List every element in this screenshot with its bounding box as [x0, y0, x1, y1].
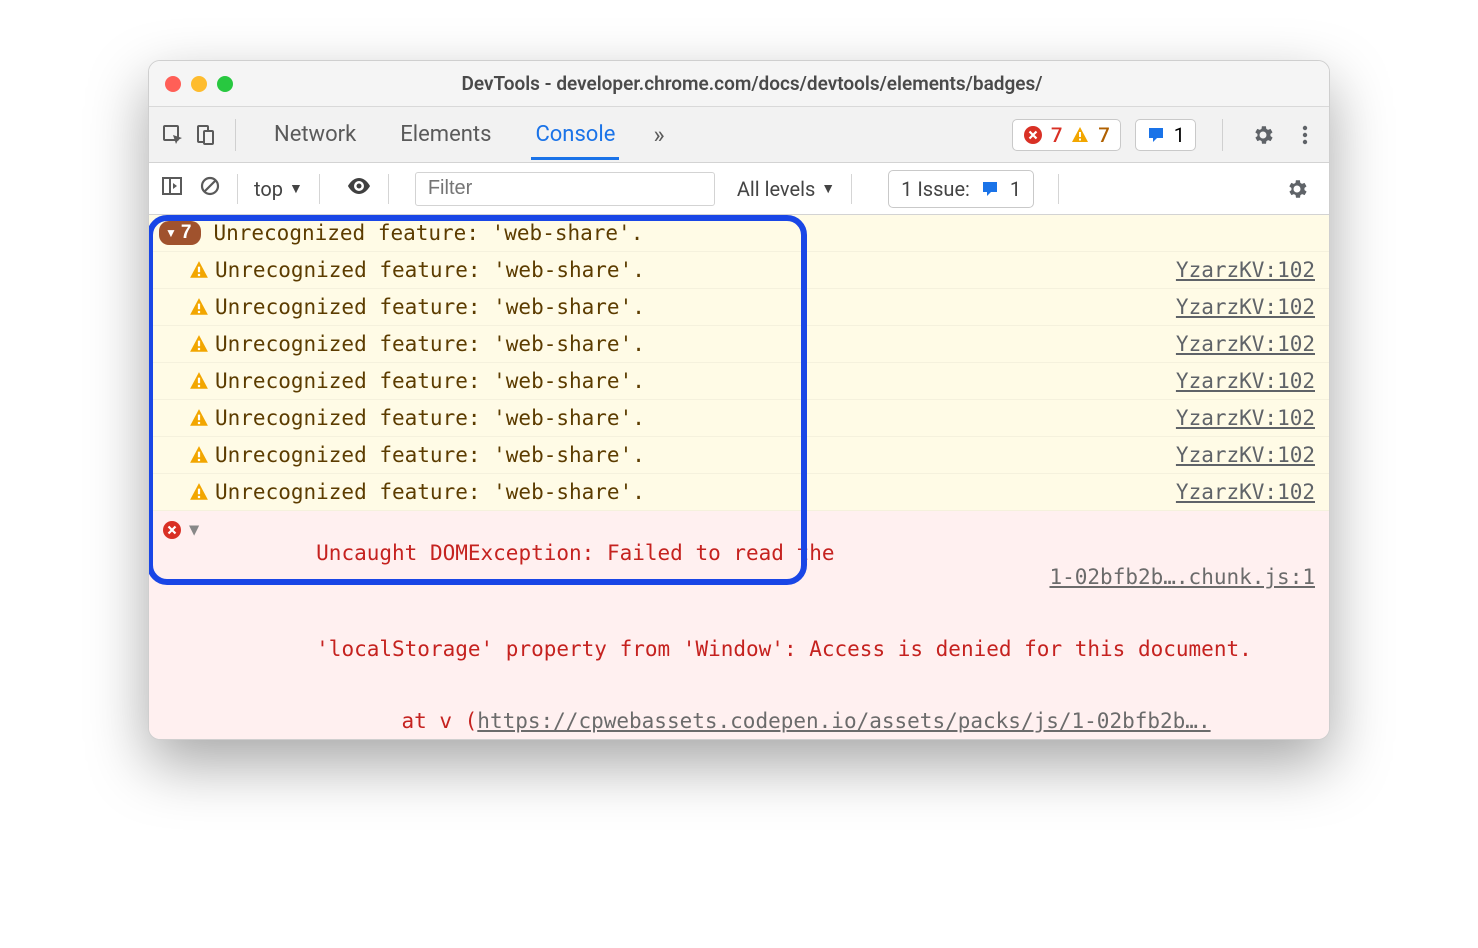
group-count-pill: ▼ 7: [159, 221, 201, 245]
warning-row[interactable]: Unrecognized feature: 'web-share'. YzarzK…: [149, 474, 1329, 511]
context-selector[interactable]: top ▼: [254, 177, 303, 201]
console-settings-icon[interactable]: [1283, 175, 1311, 203]
warning-message: Unrecognized feature: 'web-share'.: [215, 369, 1160, 393]
context-label: top: [254, 177, 283, 201]
issues-label: 1 Issue:: [901, 177, 970, 201]
chevron-down-icon: ▼: [289, 180, 303, 197]
separator: [237, 174, 238, 204]
error-message: Uncaught DOMException: Failed to read th…: [215, 517, 1315, 739]
warning-row[interactable]: Unrecognized feature: 'web-share'. YzarzK…: [149, 437, 1329, 474]
warning-source-link[interactable]: YzarzKV:102: [1176, 258, 1315, 282]
error-icon: [163, 520, 181, 538]
warning-icon: [189, 371, 211, 393]
chevron-down-icon: ▼: [821, 180, 835, 197]
issue-icon: [980, 179, 1000, 199]
warning-source-link[interactable]: YzarzKV:102: [1176, 406, 1315, 430]
warning-row[interactable]: Unrecognized feature: 'web-share'. YzarzK…: [149, 363, 1329, 400]
warning-source-link[interactable]: YzarzKV:102: [1176, 480, 1315, 504]
chevron-down-icon: ▼: [165, 226, 177, 240]
tab-network[interactable]: Network: [270, 110, 360, 160]
separator: [388, 174, 389, 204]
warning-source-link[interactable]: YzarzKV:102: [1176, 295, 1315, 319]
device-toolbar-icon[interactable]: [191, 121, 219, 149]
filter-input[interactable]: [415, 172, 715, 206]
issues-count: 1: [1174, 123, 1185, 147]
kebab-menu-icon[interactable]: [1291, 121, 1319, 149]
warning-group-header[interactable]: ▼ 7 Unrecognized feature: 'web-share'.: [149, 215, 1329, 252]
separator: [235, 119, 236, 151]
tab-console[interactable]: Console: [531, 110, 619, 160]
log-levels-selector[interactable]: All levels ▼: [737, 177, 835, 201]
stack-prefix: at v (: [401, 709, 477, 733]
warning-icon: [189, 445, 211, 467]
separator: [319, 174, 320, 204]
toolbar-right: 7 7 1: [1012, 119, 1319, 151]
warning-icon: [189, 334, 211, 356]
traffic-lights: [165, 76, 233, 92]
settings-icon[interactable]: [1249, 121, 1277, 149]
warning-source-link[interactable]: YzarzKV:102: [1176, 332, 1315, 356]
error-row[interactable]: ▼ Uncaught DOMException: Failed to read …: [149, 511, 1329, 739]
warning-row[interactable]: Unrecognized feature: 'web-share'. YzarzK…: [149, 400, 1329, 437]
issues-badge[interactable]: 1: [1135, 119, 1196, 151]
clear-console-icon[interactable]: [199, 175, 221, 202]
tab-elements[interactable]: Elements: [396, 110, 495, 160]
issues-count: 1: [1010, 177, 1021, 201]
console-sidebar-toggle-icon[interactable]: [161, 175, 183, 202]
window-title: DevTools - developer.chrome.com/docs/dev…: [251, 72, 1313, 95]
separator: [1058, 174, 1059, 204]
errors-warnings-badge[interactable]: 7 7: [1012, 119, 1121, 151]
inspect-element-icon[interactable]: [159, 121, 187, 149]
warning-message: Unrecognized feature: 'web-share'.: [215, 406, 1160, 430]
error-count: 7: [1051, 123, 1062, 147]
separator: [851, 174, 852, 204]
issue-icon: [1146, 125, 1166, 145]
warning-message: Unrecognized feature: 'web-share'.: [215, 332, 1160, 356]
more-tabs-button[interactable]: »: [653, 121, 664, 149]
warning-icon: [189, 482, 211, 504]
warning-message: Unrecognized feature: 'web-share'.: [215, 443, 1160, 467]
warning-message: Unrecognized feature: 'web-share'.: [215, 480, 1160, 504]
error-icon: [1023, 125, 1043, 145]
warning-row[interactable]: Unrecognized feature: 'web-share'. YzarzK…: [149, 326, 1329, 363]
separator: [1222, 119, 1223, 151]
chevron-down-icon: ▼: [189, 520, 199, 540]
warning-message: Unrecognized feature: 'web-share'.: [215, 295, 1160, 319]
maximize-window-button[interactable]: [217, 76, 233, 92]
issues-button[interactable]: 1 Issue: 1: [888, 170, 1034, 208]
console-output: ▼ 7 Unrecognized feature: 'web-share'. U…: [149, 215, 1329, 739]
levels-label: All levels: [737, 177, 815, 201]
warning-row[interactable]: Unrecognized feature: 'web-share'. YzarzK…: [149, 289, 1329, 326]
warning-row[interactable]: Unrecognized feature: 'web-share'. YzarzK…: [149, 252, 1329, 289]
window-titlebar: DevTools - developer.chrome.com/docs/dev…: [149, 61, 1329, 107]
stack-link[interactable]: https://cpwebassets.codepen.io/assets/pa…: [477, 709, 1210, 733]
warning-message: Unrecognized feature: 'web-share'.: [215, 258, 1160, 282]
warning-icon: [189, 408, 211, 430]
console-toolbar: top ▼ All levels ▼ 1 Issue: 1: [149, 163, 1329, 215]
warning-icon: [1070, 125, 1090, 145]
warning-count: 7: [1098, 123, 1109, 147]
warning-source-link[interactable]: YzarzKV:102: [1176, 369, 1315, 393]
warning-icon: [189, 297, 211, 319]
panel-tabs: Network Elements Console: [270, 110, 619, 160]
close-window-button[interactable]: [165, 76, 181, 92]
minimize-window-button[interactable]: [191, 76, 207, 92]
group-message: Unrecognized feature: 'web-share'.: [213, 221, 1315, 245]
group-count: 7: [181, 222, 192, 244]
devtools-window: DevTools - developer.chrome.com/docs/dev…: [148, 60, 1330, 740]
live-expression-icon[interactable]: [346, 176, 372, 201]
error-source-link[interactable]: 1-02bfb2b….chunk.js:1: [1049, 565, 1315, 589]
panel-tabbar: Network Elements Console » 7 7 1: [149, 107, 1329, 163]
warning-icon: [189, 260, 211, 282]
warning-source-link[interactable]: YzarzKV:102: [1176, 443, 1315, 467]
